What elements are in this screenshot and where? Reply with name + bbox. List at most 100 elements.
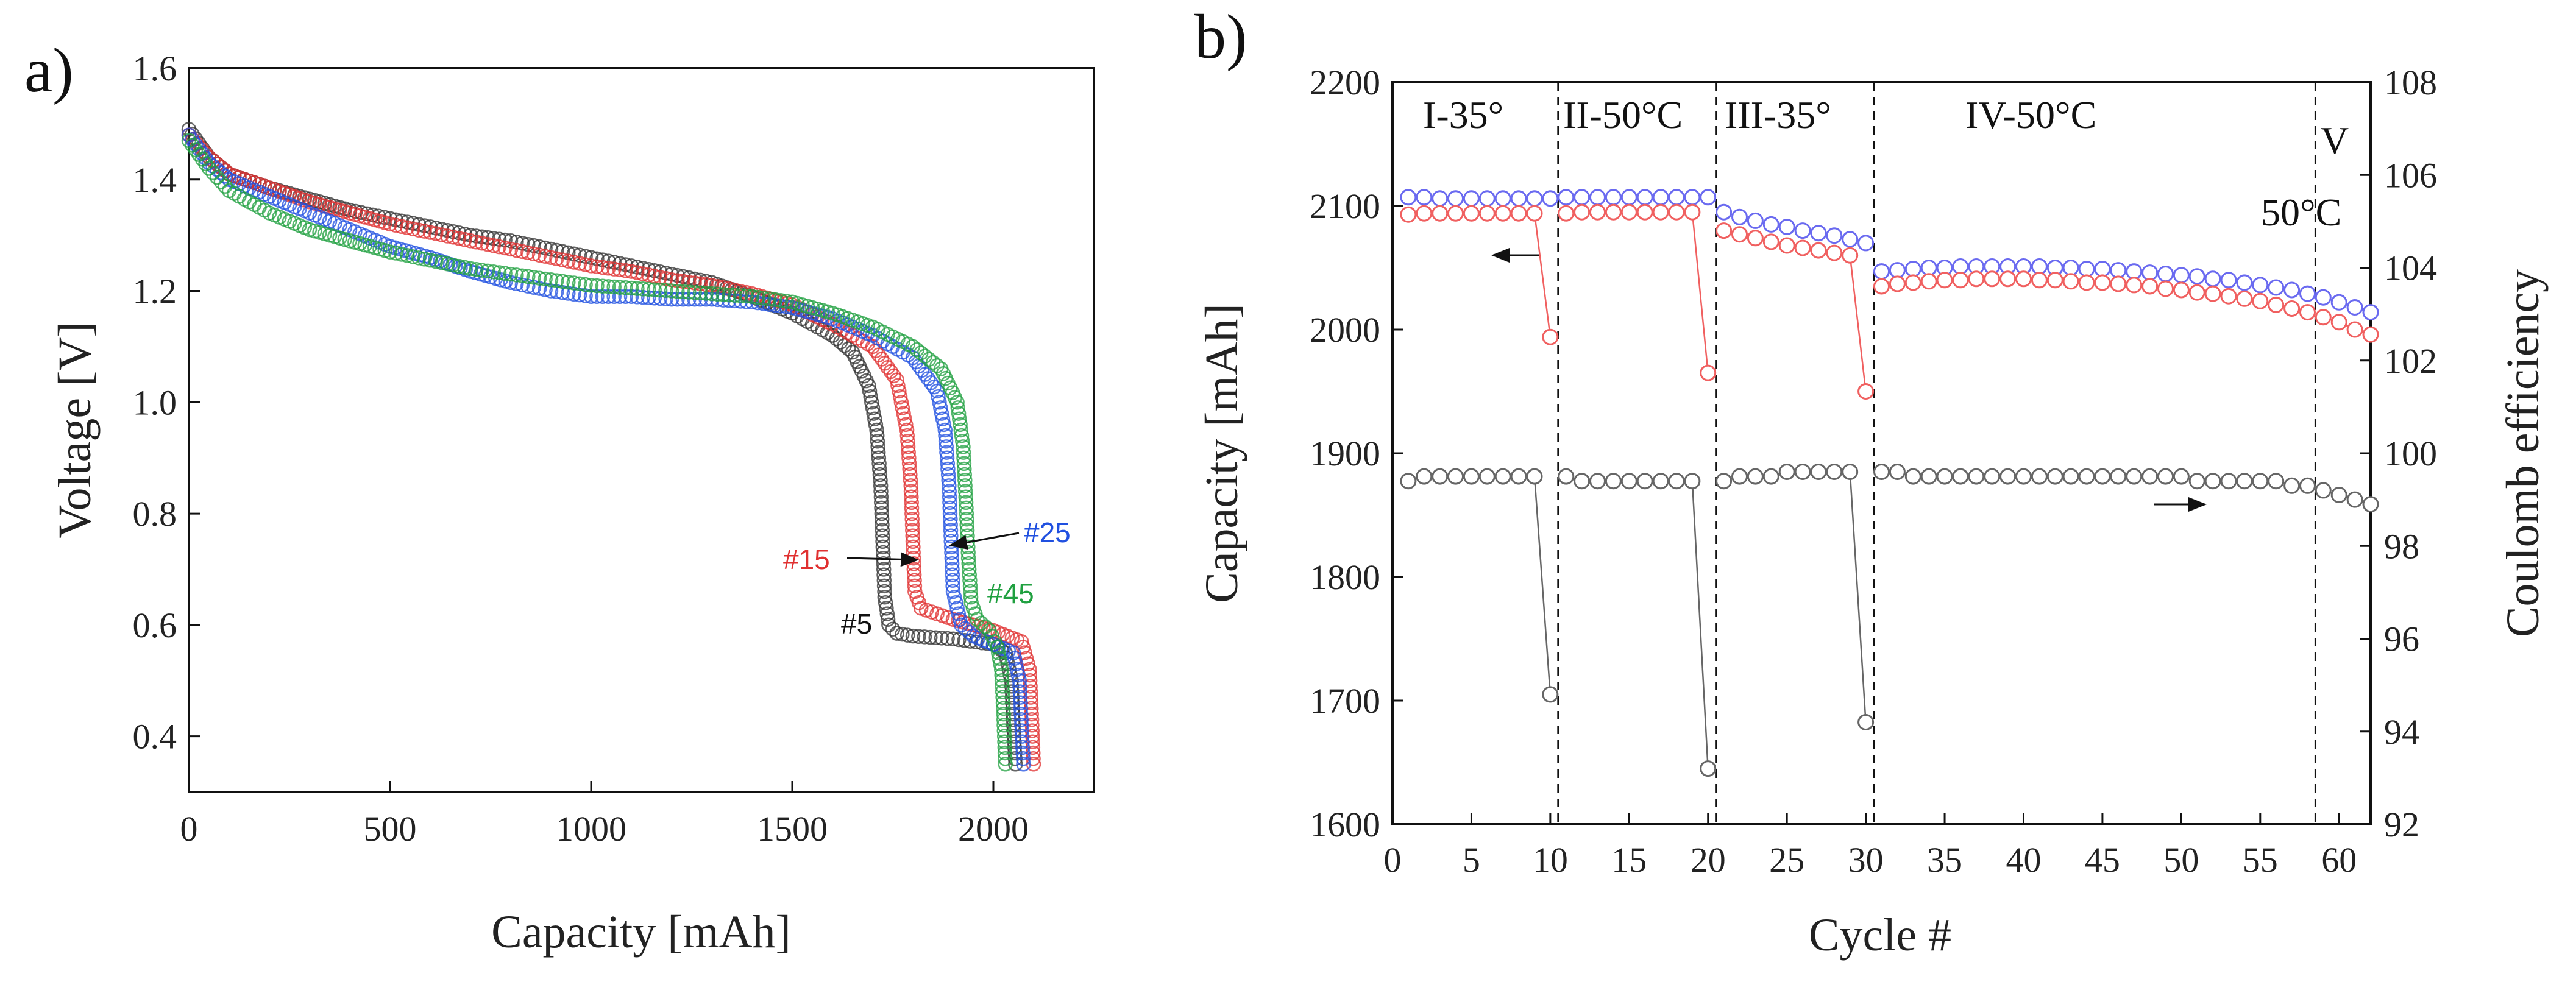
data-point <box>405 249 420 264</box>
data-point <box>549 251 564 266</box>
data-point <box>959 511 974 527</box>
panel-b-y2-tick-label: 104 <box>2384 249 2437 288</box>
data-point <box>906 567 922 582</box>
data-point <box>943 511 958 527</box>
data-point <box>1668 203 1685 221</box>
panel-b-y2-tick-label: 106 <box>2384 155 2437 195</box>
data-point <box>939 450 955 465</box>
data-point <box>1984 468 2001 485</box>
data-point <box>961 556 976 571</box>
data-point <box>474 263 490 278</box>
data-point <box>1920 468 1937 485</box>
data-point <box>1013 706 1029 722</box>
data-point <box>957 461 972 477</box>
data-point <box>917 629 932 645</box>
data-point <box>992 651 1007 666</box>
data-point <box>946 589 962 605</box>
data-point <box>898 417 914 433</box>
data-point <box>2330 487 2347 503</box>
data-point <box>886 368 901 384</box>
data-point <box>956 445 971 460</box>
panel-b-y2-axis-label: Coulomb efficiency <box>2497 269 2549 637</box>
data-point <box>899 627 915 643</box>
data-point <box>1478 468 1496 485</box>
panel-a-y-axis-label: Voltage [V] <box>49 322 101 538</box>
data-point <box>970 612 985 627</box>
data-point <box>962 573 978 588</box>
data-point <box>997 745 1013 761</box>
panel-a-y-tick-label: 0.8 <box>133 494 177 534</box>
data-point <box>951 406 967 421</box>
data-point <box>889 626 904 641</box>
panel-b-y2-tick-label: 108 <box>2384 63 2437 102</box>
panel-a-y-tick-label: 1.6 <box>133 49 177 88</box>
data-point <box>1920 273 1937 290</box>
data-point <box>867 411 882 426</box>
data-point <box>566 255 581 270</box>
panel-b-y-tick-label: 2100 <box>1310 186 1380 226</box>
data-point <box>394 247 410 262</box>
data-point <box>583 258 599 274</box>
data-point <box>2236 473 2253 490</box>
data-point <box>2188 473 2205 490</box>
data-point <box>960 545 976 560</box>
data-point <box>606 279 622 295</box>
data-point <box>878 595 893 610</box>
data-point <box>1794 464 1811 480</box>
data-point <box>2283 477 2301 494</box>
data-point <box>899 422 915 438</box>
data-point <box>1999 468 2017 485</box>
data-point <box>1400 206 1417 223</box>
data-point <box>892 383 907 399</box>
data-point <box>1636 203 1653 221</box>
data-point <box>2141 264 2159 281</box>
data-point <box>901 450 917 465</box>
panel-b-x-tick-label: 45 <box>2085 840 2120 880</box>
data-point <box>990 640 1005 655</box>
data-point <box>526 246 541 262</box>
data-point <box>618 263 633 278</box>
data-point <box>422 253 438 268</box>
data-point <box>469 235 484 250</box>
data-point <box>1015 740 1031 755</box>
data-point <box>904 511 920 527</box>
data-point <box>2236 274 2253 291</box>
data-point <box>1432 468 1449 485</box>
data-point <box>953 617 969 633</box>
data-point <box>1952 258 1969 275</box>
data-point <box>434 255 450 270</box>
data-point <box>1857 714 1875 730</box>
region-label-5-temp: 50°C <box>2261 191 2341 234</box>
data-point <box>896 406 911 421</box>
data-point <box>520 269 536 284</box>
panel-a-y-tick-label: 0.4 <box>133 717 177 757</box>
data-point <box>422 225 438 240</box>
data-point <box>2094 468 2111 485</box>
data-point <box>514 244 530 260</box>
panel-b-x-tick-label: 60 <box>2321 840 2357 880</box>
data-point <box>1012 690 1028 705</box>
series-line <box>1408 471 2371 769</box>
data-point <box>463 233 478 249</box>
data-point <box>875 534 890 550</box>
data-point <box>531 270 547 286</box>
data-point <box>903 478 918 493</box>
data-point <box>658 271 673 286</box>
data-point <box>1904 274 1921 291</box>
data-point <box>1636 473 1653 490</box>
data-point <box>469 262 484 277</box>
data-point <box>870 428 885 443</box>
data-point <box>994 673 1010 688</box>
data-point <box>727 288 742 303</box>
data-point <box>871 450 887 465</box>
data-point <box>959 506 974 521</box>
data-point <box>1016 757 1031 772</box>
data-point <box>1542 190 1559 207</box>
data-point <box>503 241 519 257</box>
data-point <box>2236 290 2253 307</box>
data-point <box>394 219 410 235</box>
data-point <box>905 628 921 644</box>
data-point <box>1605 203 1622 221</box>
data-point <box>2157 468 2174 485</box>
data-point <box>555 252 570 267</box>
